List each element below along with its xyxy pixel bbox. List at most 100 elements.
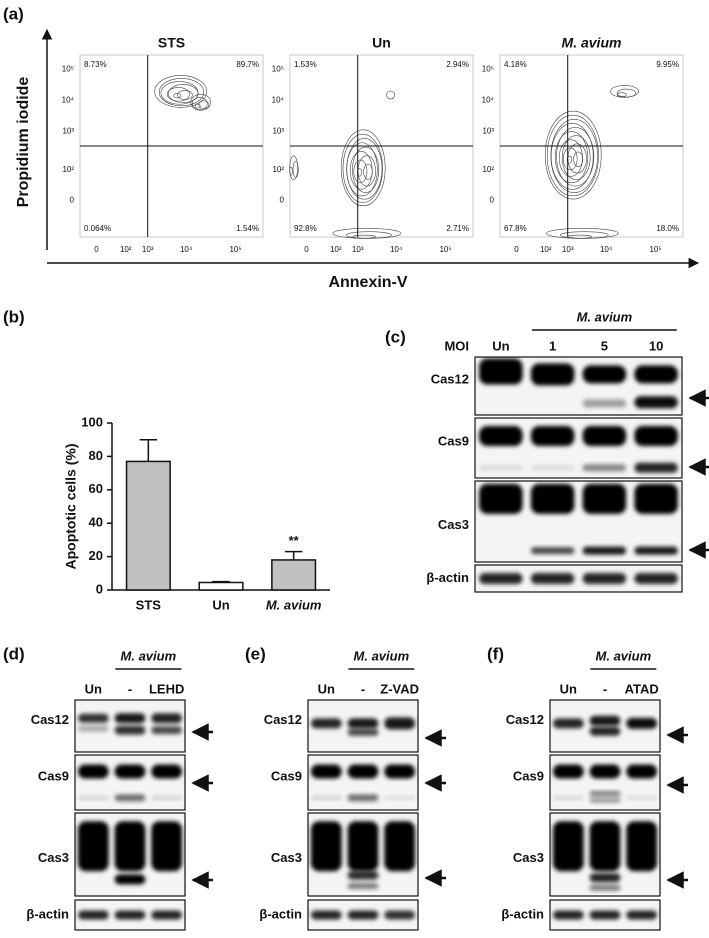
blot-frame: [307, 812, 419, 897]
band: [114, 713, 146, 724]
lane-header: MOI: [444, 338, 469, 353]
group-label: M. avium: [121, 648, 177, 663]
band: [151, 764, 183, 779]
x-tick-label: M. avium: [266, 597, 322, 612]
band: [151, 910, 183, 920]
contour-line: [160, 81, 199, 105]
blot-strip: [550, 755, 660, 810]
plot-title: STS: [158, 35, 185, 51]
band: [310, 795, 342, 800]
y-tick-label: 60: [89, 481, 103, 496]
band: [479, 573, 523, 584]
lane-label: 10: [649, 338, 663, 353]
contour-line: [158, 78, 205, 107]
lane-label: -: [361, 681, 365, 696]
contours: [289, 90, 402, 239]
band: [151, 726, 183, 735]
group-label: M. avium: [596, 648, 652, 663]
quadrant-value: 92.8%: [294, 224, 317, 233]
band: [310, 821, 342, 872]
band: [114, 910, 146, 920]
contour-line: [352, 146, 380, 193]
y-tick-label: 10³: [272, 127, 284, 136]
contour-line: [292, 161, 299, 178]
x-tick-label: 10³: [562, 245, 574, 254]
y-tick-label: 0: [280, 196, 285, 205]
band: [582, 464, 627, 472]
contours: [544, 85, 639, 239]
y-axis-label: Propidium iodide: [15, 77, 32, 208]
band: [479, 465, 523, 471]
band: [347, 794, 379, 802]
band: [589, 797, 621, 803]
bar: [125, 460, 171, 591]
lane-label: Z-VAD: [380, 681, 419, 696]
quadrant-value: 0.064%: [84, 224, 111, 233]
contour-line: [546, 228, 619, 239]
blot-frame: [74, 754, 186, 811]
band: [310, 910, 342, 920]
x-tick-label: 10²: [120, 245, 132, 254]
lane-label: 1: [549, 338, 556, 353]
contour-line: [154, 75, 207, 108]
band: [589, 910, 621, 920]
contour-line: [556, 127, 595, 187]
band: [582, 426, 627, 446]
y-tick-label: 10⁴: [62, 96, 75, 105]
row-label: Cas12: [31, 712, 69, 727]
band: [347, 728, 379, 736]
x-tick-label: 10⁴: [390, 245, 403, 254]
blot-frame: [307, 754, 419, 811]
band: [530, 547, 575, 555]
band: [77, 764, 109, 779]
contour-line: [340, 129, 386, 207]
x-tick-label: Un: [212, 597, 229, 612]
row-label: Cas9: [271, 768, 302, 783]
band: [582, 573, 627, 584]
band: [552, 910, 584, 920]
contour-line: [194, 103, 201, 109]
row-label: β-actin: [259, 906, 302, 921]
lane-label: Un: [492, 338, 509, 353]
plot-title: M. avium: [562, 35, 622, 51]
quadrant-value: 4.18%: [504, 60, 527, 69]
y-tick-label: 0: [490, 196, 495, 205]
band: [634, 483, 678, 514]
blot-frame: [74, 812, 186, 897]
blot-strip: [75, 900, 185, 930]
quadrant-value: 9.95%: [656, 60, 679, 69]
band: [114, 874, 146, 885]
band: [310, 718, 342, 729]
x-tick-label: 0: [304, 245, 309, 254]
band: [310, 764, 342, 779]
band: [77, 821, 109, 872]
blot-frame: [307, 699, 419, 753]
y-tick-label: 40: [89, 515, 103, 530]
lane-label: -: [128, 681, 132, 696]
contour-line: [616, 92, 627, 98]
band: [552, 821, 584, 872]
blot-frame: [549, 812, 661, 897]
contour-line: [573, 151, 584, 167]
blot-strip: [75, 813, 185, 896]
band: [347, 718, 379, 729]
x-tick-label: 10⁵: [439, 245, 451, 254]
blot-strip: [550, 900, 660, 930]
row-label: Cas3: [271, 850, 302, 865]
band: [582, 483, 627, 514]
lane-label: Un: [560, 681, 577, 696]
band: [626, 717, 658, 729]
band: [114, 821, 146, 872]
band: [347, 883, 379, 890]
group-label: M. avium: [577, 309, 633, 324]
y-tick-label: 10⁵: [272, 65, 284, 74]
contour-line: [554, 131, 589, 184]
row-label: Cas3: [513, 850, 544, 865]
bar: [271, 559, 317, 591]
band: [589, 726, 621, 736]
blot-strip: [308, 813, 418, 896]
row-label: Cas9: [438, 433, 469, 448]
band: [634, 365, 678, 384]
quadrant-value: 2.94%: [446, 60, 469, 69]
band: [626, 764, 658, 779]
